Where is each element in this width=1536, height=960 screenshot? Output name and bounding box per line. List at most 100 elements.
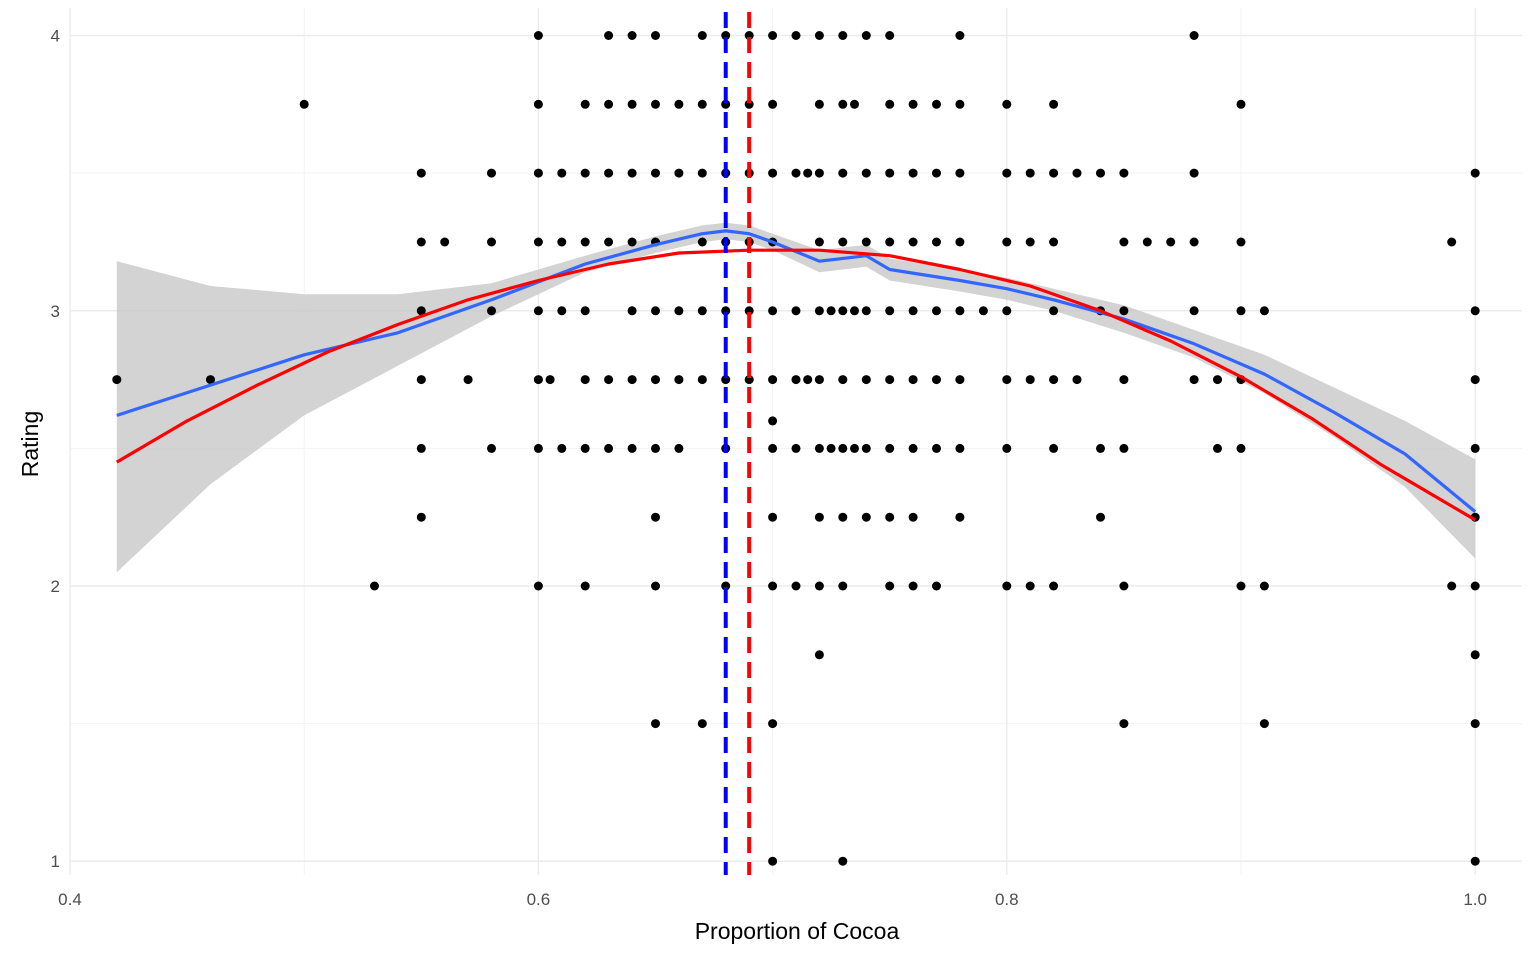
data-point xyxy=(768,512,778,522)
data-point xyxy=(1259,581,1269,591)
data-point xyxy=(1072,375,1082,385)
data-point xyxy=(861,375,871,385)
data-point xyxy=(533,581,543,591)
data-point xyxy=(768,99,778,109)
data-point xyxy=(697,31,707,40)
data-point xyxy=(1189,375,1199,385)
data-point xyxy=(721,581,731,591)
data-point xyxy=(651,375,660,385)
data-point xyxy=(1002,168,1012,178)
data-point xyxy=(487,168,496,178)
data-point xyxy=(885,31,895,40)
data-point xyxy=(604,375,614,385)
data-point xyxy=(627,31,637,40)
data-point xyxy=(651,168,660,178)
data-point xyxy=(838,375,848,385)
data-point xyxy=(580,237,590,247)
data-point xyxy=(932,237,941,247)
data-point xyxy=(1119,375,1129,385)
data-point xyxy=(627,168,637,178)
data-point xyxy=(1002,443,1012,453)
data-point xyxy=(674,306,684,316)
data-point xyxy=(1049,237,1059,247)
data-point xyxy=(533,443,543,453)
data-point xyxy=(1002,581,1012,591)
data-point xyxy=(1096,168,1105,178)
data-point xyxy=(416,443,426,453)
data-point xyxy=(768,168,778,178)
data-point xyxy=(744,31,754,40)
data-point xyxy=(1025,237,1035,247)
data-point xyxy=(803,168,813,178)
data-point xyxy=(557,168,567,178)
data-point xyxy=(768,375,778,385)
data-point xyxy=(932,168,941,178)
data-point xyxy=(697,99,707,109)
data-point xyxy=(838,237,848,247)
data-point xyxy=(1072,168,1082,178)
data-point xyxy=(955,237,965,247)
data-point xyxy=(580,443,590,453)
data-point xyxy=(627,99,637,109)
data-point xyxy=(814,650,824,660)
data-point xyxy=(604,31,614,40)
data-point xyxy=(1236,237,1246,247)
data-point xyxy=(112,375,122,385)
data-point xyxy=(826,443,836,453)
data-point xyxy=(533,99,543,109)
data-point xyxy=(850,99,859,109)
data-point xyxy=(545,375,555,385)
data-point xyxy=(955,31,965,40)
data-point xyxy=(838,443,848,453)
loess-fit-line xyxy=(116,229,1477,513)
data-point xyxy=(651,99,660,109)
loess-confidence-band xyxy=(116,222,1476,573)
data-point xyxy=(557,237,567,247)
data-point xyxy=(1119,168,1129,178)
data-point xyxy=(838,306,848,316)
data-point xyxy=(885,581,895,591)
data-point xyxy=(206,375,215,385)
data-point xyxy=(627,306,637,316)
data-point xyxy=(1119,719,1129,729)
data-point xyxy=(1236,99,1246,109)
data-point xyxy=(768,856,778,866)
data-point xyxy=(838,856,848,866)
data-point xyxy=(697,168,707,178)
data-point xyxy=(1002,375,1012,385)
x-tick-label: 0.6 xyxy=(527,890,551,909)
data-point xyxy=(1189,306,1199,316)
data-point xyxy=(651,719,660,729)
data-point xyxy=(908,375,918,385)
data-point xyxy=(651,306,660,316)
data-point xyxy=(791,306,801,316)
data-point xyxy=(768,306,778,316)
data-point xyxy=(697,719,707,729)
data-point xyxy=(1236,581,1246,591)
data-point xyxy=(768,719,778,729)
data-point xyxy=(580,99,590,109)
data-point xyxy=(604,168,614,178)
data-point xyxy=(885,443,895,453)
data-point xyxy=(908,443,918,453)
data-point xyxy=(416,512,426,522)
grid xyxy=(69,8,1522,875)
data-point xyxy=(533,237,543,247)
data-point xyxy=(1189,168,1199,178)
x-tick-label: 0.8 xyxy=(995,890,1019,909)
data-point xyxy=(1049,168,1059,178)
data-point xyxy=(533,375,543,385)
data-point xyxy=(557,306,567,316)
y-tick-label: 1 xyxy=(51,852,60,871)
data-point xyxy=(1049,375,1059,385)
data-point xyxy=(791,31,801,40)
data-point xyxy=(627,237,637,247)
data-point xyxy=(533,306,543,316)
x-tick-label: 0.4 xyxy=(58,890,82,909)
data-point xyxy=(674,375,684,385)
data-point xyxy=(604,443,614,453)
data-point xyxy=(885,168,895,178)
data-point xyxy=(1096,512,1105,522)
data-point xyxy=(697,375,707,385)
